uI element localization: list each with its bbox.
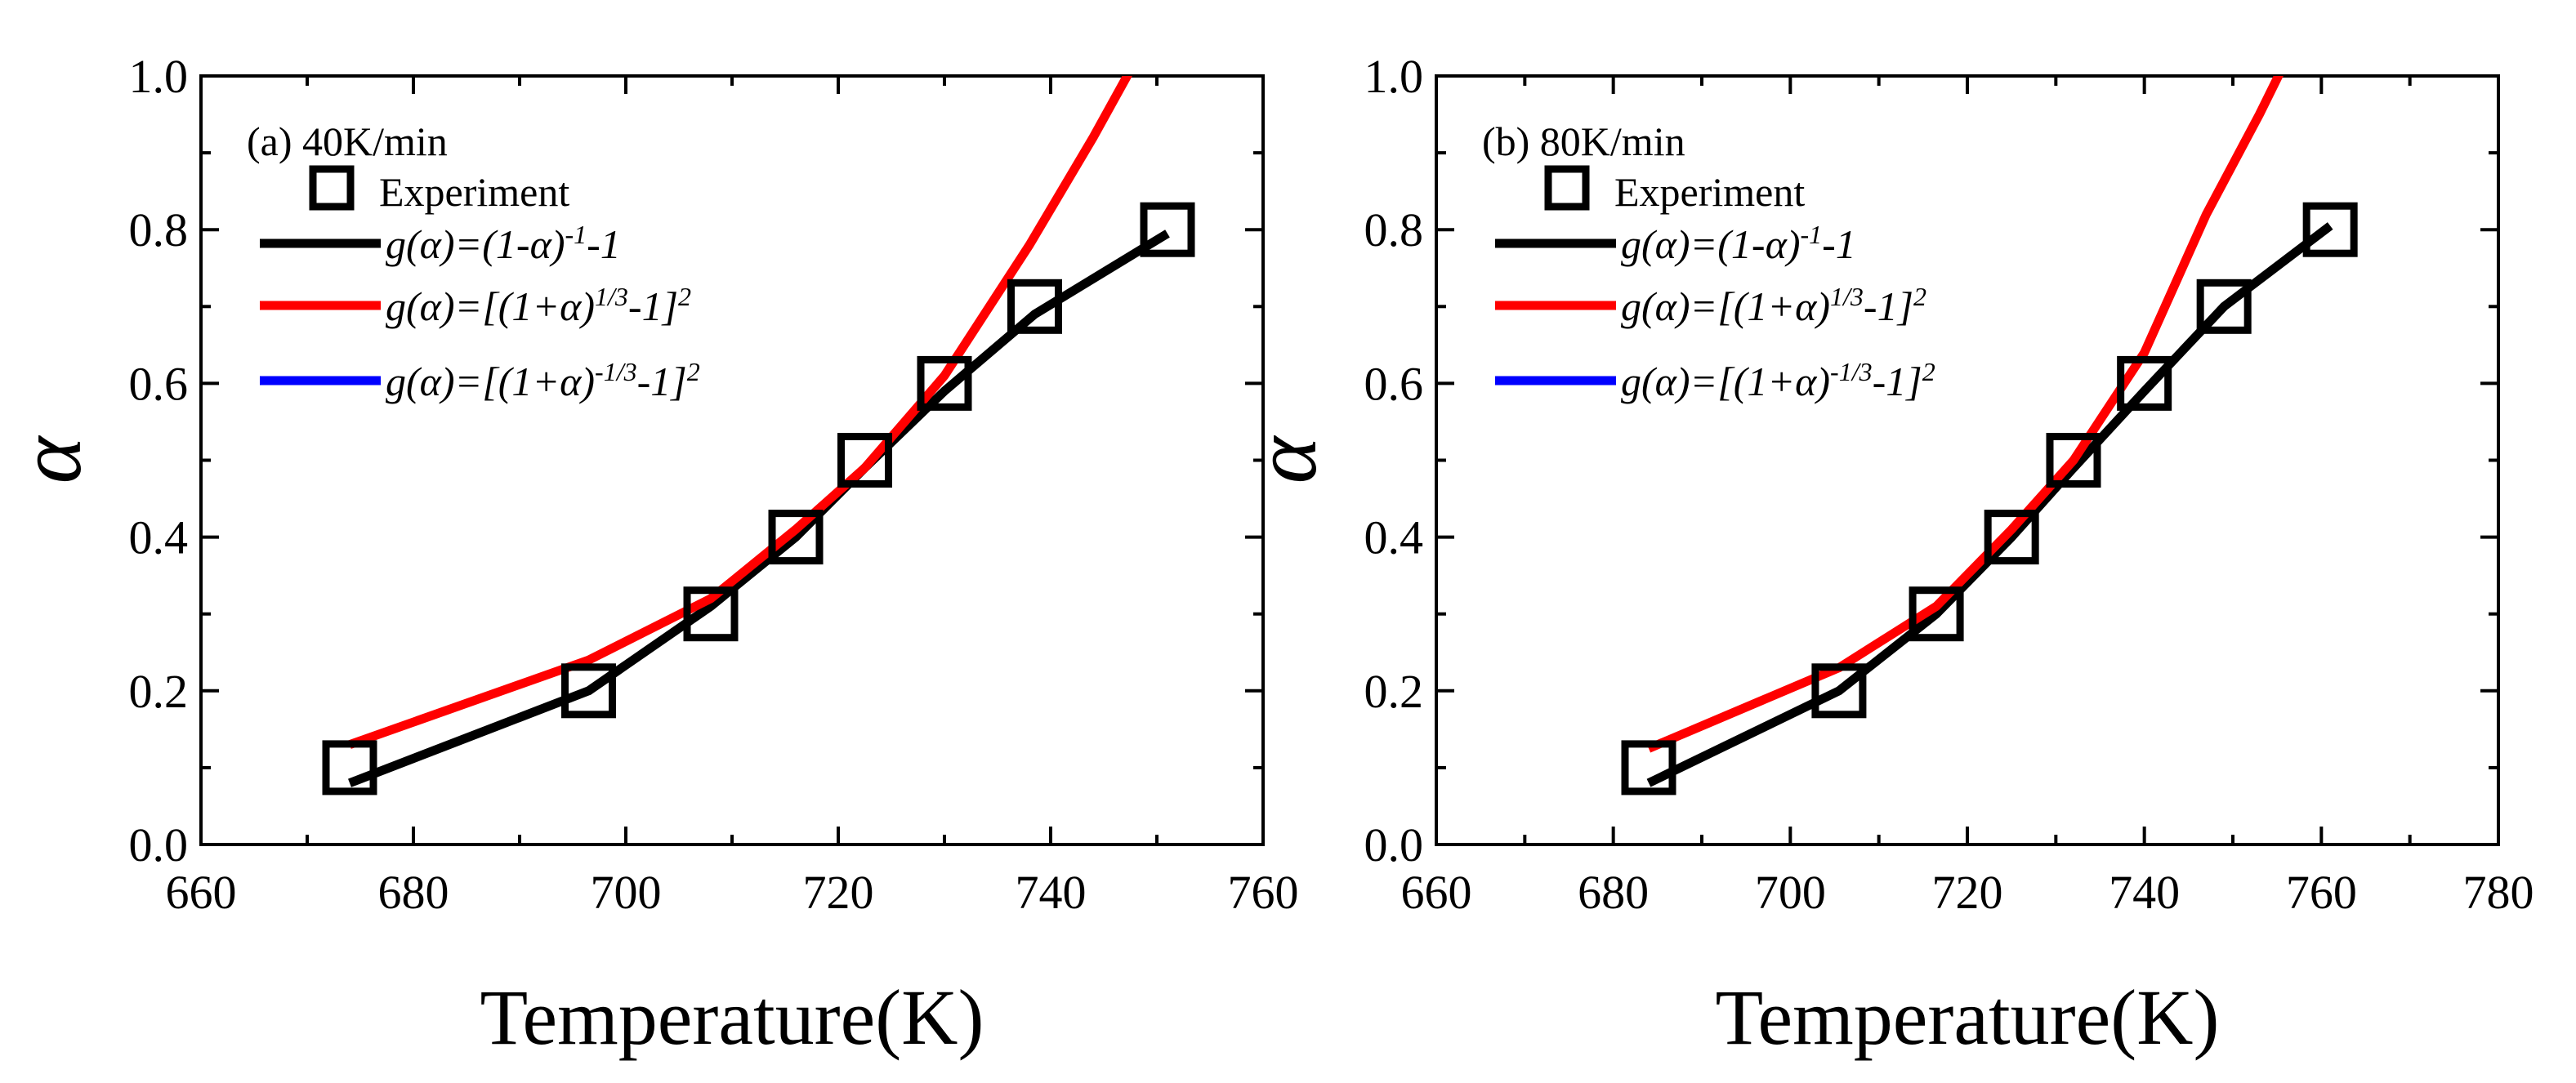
data-point — [2046, 433, 2101, 488]
x-tick-label: 700 — [591, 866, 662, 919]
data-point — [1621, 740, 1676, 796]
y-tick-label: 0.2 — [1364, 665, 1424, 718]
legend-label: g(α)=[(1+α)1/3-1]2 — [1621, 282, 1926, 329]
series-line — [1646, 222, 2333, 787]
plot-frame — [1435, 74, 2500, 846]
x-tick-label: 760 — [2286, 866, 2357, 919]
data-point — [2302, 202, 2358, 257]
legend-marker — [309, 165, 355, 211]
legend-label: Experiment — [1614, 169, 1805, 215]
y-tick-label: 1.0 — [129, 50, 189, 103]
x-axis-title: Temperature(K) — [1716, 974, 2220, 1061]
data-point — [837, 433, 892, 488]
legend-label: g(α)=[(1+α)-1/3-1]2 — [1621, 357, 1935, 404]
data-point — [1140, 202, 1195, 257]
legend-label: g(α)=[(1+α)1/3-1]2 — [386, 282, 691, 329]
data-point — [917, 355, 972, 411]
data-point — [2196, 279, 2252, 334]
data-point — [561, 663, 616, 719]
y-tick-label: 0.0 — [1364, 818, 1424, 871]
y-tick-label: 0.8 — [1364, 203, 1424, 256]
legend-label: g(α)=(1-α)-1-1 — [1621, 220, 1856, 267]
data-point — [2117, 355, 2172, 411]
series-line — [348, 76, 1132, 749]
x-tick-label: 760 — [1228, 866, 1299, 919]
data-point — [683, 586, 739, 642]
y-tick-label: 0.2 — [129, 665, 189, 718]
data-point — [1984, 510, 2039, 565]
y-tick-label: 0.4 — [129, 511, 189, 564]
x-tick-label: 780 — [2463, 866, 2534, 919]
y-tick-label: 1.0 — [1364, 50, 1424, 103]
y-axis-title: α — [0, 435, 100, 484]
x-axis-title: Temperature(K) — [480, 974, 984, 1061]
data-point — [1007, 279, 1062, 334]
y-tick-label: 0.0 — [129, 818, 189, 871]
legend-label: g(α)=[(1+α)-1/3-1]2 — [386, 357, 700, 404]
x-tick-label: 720 — [1932, 866, 2003, 919]
legend-label: Experiment — [379, 169, 569, 215]
x-tick-label: 660 — [166, 866, 237, 919]
x-tick-label: 680 — [1578, 866, 1649, 919]
data-point — [768, 510, 824, 565]
y-axis-title: α — [1235, 435, 1335, 484]
data-point — [1909, 586, 1964, 642]
panel-label: (b) 80K/min — [1482, 118, 1685, 164]
x-tick-label: 740 — [1016, 866, 1087, 919]
panel-b: 660 680 700 720 740 760 780 0.0 0.2 0.4 0.6 0.8 1.0 T… — [1235, 50, 2534, 1061]
x-tick-label: 740 — [2109, 866, 2180, 919]
y-tick-label: 0.6 — [1364, 357, 1424, 410]
x-tick-label: 720 — [803, 866, 874, 919]
x-tick-label: 660 — [1401, 866, 1472, 919]
y-tick-label: 0.4 — [1364, 511, 1424, 564]
plot-frame — [199, 74, 1265, 846]
x-tick-label: 680 — [378, 866, 449, 919]
y-tick-label: 0.8 — [129, 203, 189, 256]
data-point — [1811, 663, 1867, 719]
data-point — [322, 740, 377, 796]
y-tick-label: 0.6 — [129, 357, 189, 410]
panel-label: (a) 40K/min — [247, 118, 448, 164]
legend-marker — [1544, 165, 1590, 211]
legend-label: g(α)=(1-α)-1-1 — [386, 220, 621, 267]
series-line — [1646, 76, 2284, 753]
panel-a: 660 680 700 720 740 760 0.0 0.2 0.4 0.6 0.8 1.0 Temp… — [0, 50, 1299, 1061]
x-tick-label: 700 — [1755, 866, 1826, 919]
